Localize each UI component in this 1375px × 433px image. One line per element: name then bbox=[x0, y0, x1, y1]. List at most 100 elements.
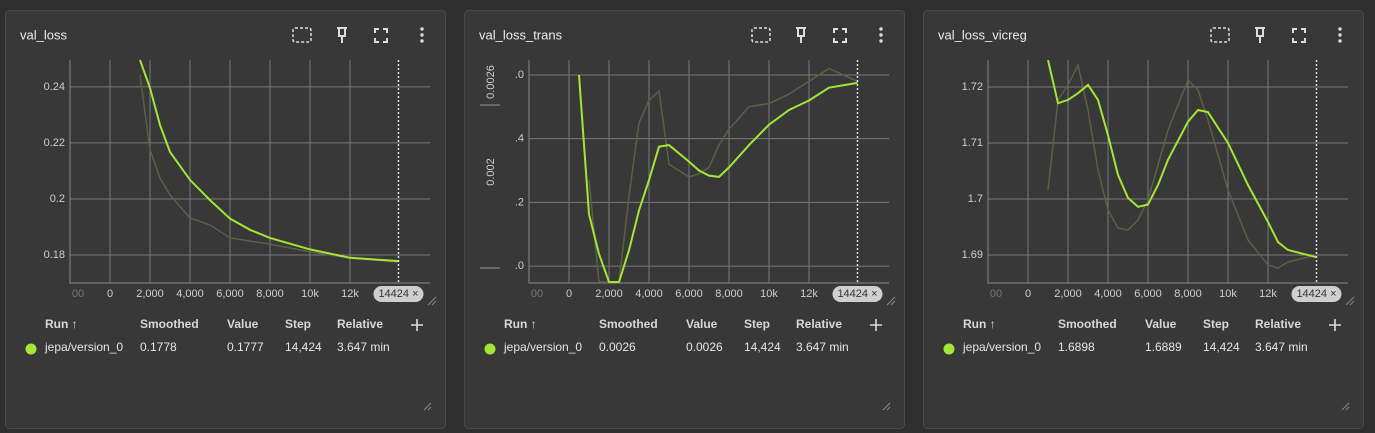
table-resize-grip bbox=[423, 402, 432, 411]
table-cell: jepa/version_0 bbox=[503, 340, 582, 354]
x-tick-label: 2,000 bbox=[595, 288, 623, 300]
axis bbox=[69, 60, 430, 284]
x-tick-label: 00 bbox=[990, 288, 1002, 300]
table-cell: jepa/version_0 bbox=[962, 340, 1041, 354]
run-color bbox=[25, 343, 37, 355]
fullscreen-icon[interactable] bbox=[1292, 28, 1306, 43]
table-header[interactable]: Run ↑ bbox=[45, 317, 78, 331]
table-cell: 14,424 bbox=[1203, 340, 1240, 354]
y-tick-label: .2 bbox=[515, 196, 524, 208]
x-tick-label: 12k bbox=[341, 288, 359, 300]
pin-icon[interactable] bbox=[1255, 27, 1265, 43]
x-tick-label: 00 bbox=[72, 288, 84, 300]
table-header[interactable]: Relative bbox=[796, 317, 842, 331]
y-tick-label: 1.7 bbox=[968, 193, 983, 205]
menu-icon[interactable] bbox=[420, 27, 424, 31]
step-tag-label[interactable]: 14424 × bbox=[1296, 288, 1336, 300]
series-line bbox=[1047, 62, 1317, 269]
y-tick-label: 1.71 bbox=[962, 137, 983, 149]
x-tick-label: 10k bbox=[760, 288, 778, 300]
x-tick-label: 8,000 bbox=[715, 288, 743, 300]
menu-icon[interactable] bbox=[420, 33, 424, 37]
table-header[interactable]: Smoothed bbox=[1058, 317, 1117, 331]
run-color bbox=[484, 343, 496, 355]
table-header[interactable]: Step bbox=[1203, 317, 1229, 331]
x-tick-label: 6,000 bbox=[216, 288, 244, 300]
table-header[interactable]: Value bbox=[686, 317, 718, 331]
series-line bbox=[139, 60, 399, 263]
menu-icon[interactable] bbox=[879, 39, 883, 43]
x-tick-label: 4,000 bbox=[1094, 288, 1122, 300]
table-header[interactable]: Smoothed bbox=[599, 317, 658, 331]
x-tick-label: 4,000 bbox=[635, 288, 663, 300]
run-color bbox=[943, 343, 955, 355]
table-header[interactable]: Relative bbox=[337, 317, 383, 331]
table-cell: 0.0026 bbox=[686, 340, 723, 354]
step-tag-label[interactable]: 14424 × bbox=[378, 288, 418, 300]
resize-grip bbox=[886, 296, 896, 306]
menu-icon[interactable] bbox=[879, 33, 883, 37]
menu-icon[interactable] bbox=[879, 27, 883, 31]
x-tick-label: 4,000 bbox=[176, 288, 204, 300]
step-tag-label[interactable]: 14424 × bbox=[837, 288, 877, 300]
axis bbox=[528, 60, 889, 284]
pin-icon[interactable] bbox=[796, 27, 806, 43]
lines bbox=[578, 67, 858, 283]
y-tick-label: 0.18 bbox=[44, 249, 65, 261]
series-line bbox=[1047, 60, 1317, 259]
table-header[interactable]: Step bbox=[744, 317, 770, 331]
fit-icon[interactable] bbox=[292, 27, 312, 43]
x-tick-label: 8,000 bbox=[256, 288, 284, 300]
table-header[interactable]: Value bbox=[227, 317, 259, 331]
y-tick-label: .0 bbox=[515, 69, 524, 81]
table-header[interactable]: Relative bbox=[1255, 317, 1301, 331]
menu-icon[interactable] bbox=[1338, 33, 1342, 37]
table-cell: 3.647 min bbox=[796, 340, 849, 354]
chart-title: val_loss_trans bbox=[479, 27, 563, 42]
y-tick-label: 0.24 bbox=[44, 81, 65, 93]
x-tick-label: 6,000 bbox=[675, 288, 703, 300]
pin-icon[interactable] bbox=[337, 27, 347, 43]
x-tick-label: 2,000 bbox=[136, 288, 164, 300]
add-column-icon[interactable] bbox=[411, 319, 423, 331]
x-tick-label: 0 bbox=[107, 288, 113, 300]
table-resize-grip bbox=[882, 402, 891, 411]
axis bbox=[987, 60, 1348, 284]
table-header[interactable]: Run ↑ bbox=[963, 317, 996, 331]
menu-icon[interactable] bbox=[420, 39, 424, 43]
table-cell: 0.0026 bbox=[599, 340, 636, 354]
table-header[interactable]: Step bbox=[285, 317, 311, 331]
menu-icon[interactable] bbox=[1338, 39, 1342, 43]
y-tick-label: 1.69 bbox=[962, 249, 983, 261]
series-line bbox=[578, 74, 858, 283]
table-cell: 1.6898 bbox=[1058, 340, 1095, 354]
table-cell: 0.1777 bbox=[227, 340, 264, 354]
step-tag[interactable] bbox=[832, 286, 883, 302]
y-axis-fragment: 0.002 bbox=[485, 158, 497, 186]
x-tick-label: 10k bbox=[1219, 288, 1237, 300]
fullscreen-icon[interactable] bbox=[833, 28, 847, 43]
series-line bbox=[139, 74, 399, 263]
table-cell: 14,424 bbox=[285, 340, 322, 354]
x-tick-label: 12k bbox=[800, 288, 818, 300]
table-header[interactable]: Value bbox=[1145, 317, 1177, 331]
x-tick-label: 00 bbox=[531, 288, 543, 300]
fit-icon[interactable] bbox=[751, 27, 771, 43]
x-tick-label: 6,000 bbox=[1134, 288, 1162, 300]
x-tick-label: 8,000 bbox=[1174, 288, 1202, 300]
fullscreen-icon[interactable] bbox=[374, 28, 388, 43]
x-tick-label: 0 bbox=[566, 288, 572, 300]
menu-icon[interactable] bbox=[1338, 27, 1342, 31]
table-header[interactable]: Run ↑ bbox=[504, 317, 537, 331]
chart-title: val_loss bbox=[20, 27, 67, 42]
add-column-icon[interactable] bbox=[870, 319, 882, 331]
resize-grip bbox=[1345, 296, 1355, 306]
y-tick-label: .4 bbox=[515, 133, 524, 145]
table-header[interactable]: Smoothed bbox=[140, 317, 199, 331]
add-column-icon[interactable] bbox=[1329, 319, 1341, 331]
table-cell: 0.1778 bbox=[140, 340, 177, 354]
step-tag[interactable] bbox=[373, 286, 424, 302]
fit-icon[interactable] bbox=[1210, 27, 1230, 43]
step-tag[interactable] bbox=[1291, 286, 1342, 302]
